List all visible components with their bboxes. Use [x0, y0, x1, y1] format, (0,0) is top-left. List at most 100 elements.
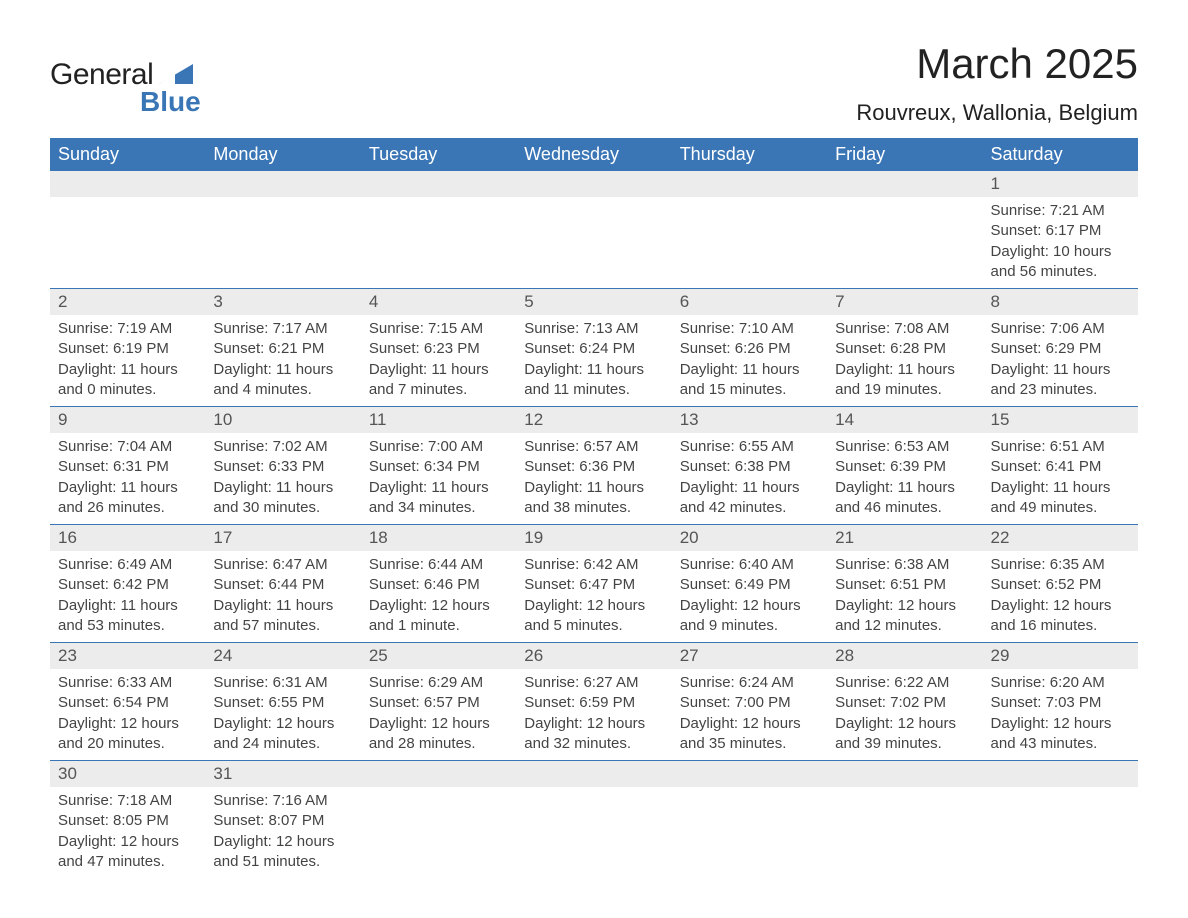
day-detail-cell: [983, 787, 1138, 878]
day-detail-cell: [827, 197, 982, 289]
day-detail-row: Sunrise: 7:21 AMSunset: 6:17 PMDaylight:…: [50, 197, 1138, 289]
sunrise-text: Sunrise: 6:49 AM: [58, 555, 197, 575]
sunrise-text: Sunrise: 6:33 AM: [58, 673, 197, 693]
day-detail-cell: Sunrise: 6:22 AMSunset: 7:02 PMDaylight:…: [827, 669, 982, 761]
day-number-row: 16171819202122: [50, 525, 1138, 552]
day-number-cell: 28: [827, 643, 982, 670]
sunrise-text: Sunrise: 6:51 AM: [991, 437, 1130, 457]
day-detail-cell: [827, 787, 982, 878]
sunset-text: Sunset: 6:54 PM: [58, 693, 197, 713]
day-detail-cell: Sunrise: 6:40 AMSunset: 6:49 PMDaylight:…: [672, 551, 827, 643]
daylight-text-1: Daylight: 12 hours: [680, 596, 819, 616]
daylight-text-2: and 28 minutes.: [369, 734, 508, 754]
day-detail-cell: Sunrise: 6:55 AMSunset: 6:38 PMDaylight:…: [672, 433, 827, 525]
day-number-cell: 25: [361, 643, 516, 670]
sunset-text: Sunset: 7:03 PM: [991, 693, 1130, 713]
day-number-cell: 7: [827, 289, 982, 316]
daylight-text-2: and 26 minutes.: [58, 498, 197, 518]
day-detail-cell: [361, 787, 516, 878]
sunset-text: Sunset: 7:02 PM: [835, 693, 974, 713]
day-detail-cell: [361, 197, 516, 289]
sunset-text: Sunset: 6:42 PM: [58, 575, 197, 595]
sunset-text: Sunset: 6:59 PM: [524, 693, 663, 713]
brand-logo: General Blue: [50, 58, 201, 118]
sunset-text: Sunset: 6:17 PM: [991, 221, 1130, 241]
day-number-cell: 31: [205, 761, 360, 788]
daylight-text-2: and 23 minutes.: [991, 380, 1130, 400]
day-detail-cell: [672, 197, 827, 289]
day-number-cell: [205, 171, 360, 197]
location-subtitle: Rouvreux, Wallonia, Belgium: [856, 100, 1138, 126]
weekday-header: Friday: [827, 138, 982, 171]
daylight-text-2: and 51 minutes.: [213, 852, 352, 872]
daylight-text-2: and 16 minutes.: [991, 616, 1130, 636]
day-number-cell: 18: [361, 525, 516, 552]
daylight-text-1: Daylight: 12 hours: [369, 714, 508, 734]
day-detail-cell: Sunrise: 6:31 AMSunset: 6:55 PMDaylight:…: [205, 669, 360, 761]
day-detail-cell: Sunrise: 6:57 AMSunset: 6:36 PMDaylight:…: [516, 433, 671, 525]
day-detail-row: Sunrise: 6:49 AMSunset: 6:42 PM Daylight:…: [50, 551, 1138, 643]
day-detail-cell: Sunrise: 7:04 AMSunset: 6:31 PMDaylight:…: [50, 433, 205, 525]
sunrise-text: Sunrise: 6:40 AM: [680, 555, 819, 575]
day-number-cell: [361, 761, 516, 788]
day-detail-cell: Sunrise: 7:02 AMSunset: 6:33 PMDaylight:…: [205, 433, 360, 525]
sunrise-text: Sunrise: 6:35 AM: [991, 555, 1130, 575]
daylight-text-2: and 35 minutes.: [680, 734, 819, 754]
sunset-text: Sunset: 8:05 PM: [58, 811, 197, 831]
day-detail-cell: [50, 197, 205, 289]
day-number-row: 1: [50, 171, 1138, 197]
daylight-text-1: Daylight: 12 hours: [369, 596, 508, 616]
sunset-text: Sunset: 6:51 PM: [835, 575, 974, 595]
calendar-table: SundayMondayTuesdayWednesdayThursdayFrid…: [50, 138, 1138, 878]
sunset-text: Sunset: 6:26 PM: [680, 339, 819, 359]
day-number-row: 23242526272829: [50, 643, 1138, 670]
day-number-cell: 29: [983, 643, 1138, 670]
day-number-cell: 9: [50, 407, 205, 434]
sunrise-text: Sunrise: 6:55 AM: [680, 437, 819, 457]
day-number-cell: 14: [827, 407, 982, 434]
weekday-header: Wednesday: [516, 138, 671, 171]
day-detail-cell: Sunrise: 7:18 AMSunset: 8:05 PMDaylight:…: [50, 787, 205, 878]
day-detail-row: Sunrise: 7:19 AMSunset: 6:19 PMDaylight:…: [50, 315, 1138, 407]
day-number-cell: [827, 761, 982, 788]
day-number-cell: 12: [516, 407, 671, 434]
daylight-text-2: and 19 minutes.: [835, 380, 974, 400]
sunrise-text: Sunrise: 6:20 AM: [991, 673, 1130, 693]
day-number-cell: 13: [672, 407, 827, 434]
day-detail-cell: Sunrise: 7:10 AMSunset: 6:26 PMDaylight:…: [672, 315, 827, 407]
sunrise-text: Sunrise: 6:22 AM: [835, 673, 974, 693]
title-block: March 2025 Rouvreux, Wallonia, Belgium: [856, 40, 1138, 126]
weekday-header: Saturday: [983, 138, 1138, 171]
day-number-cell: 24: [205, 643, 360, 670]
sunset-text: Sunset: 6:44 PM: [213, 575, 352, 595]
sunset-text: Sunset: 6:23 PM: [369, 339, 508, 359]
brand-word2: Blue: [140, 86, 201, 118]
day-detail-cell: Sunrise: 6:27 AMSunset: 6:59 PMDaylight:…: [516, 669, 671, 761]
daylight-text-2: and 43 minutes.: [991, 734, 1130, 754]
daylight-text-1: Daylight: 11 hours: [680, 360, 819, 380]
day-detail-cell: Sunrise: 7:17 AMSunset: 6:21 PMDaylight:…: [205, 315, 360, 407]
daylight-text-2: and 24 minutes.: [213, 734, 352, 754]
daylight-text-1: Daylight: 11 hours: [369, 360, 508, 380]
day-detail-cell: Sunrise: 7:00 AMSunset: 6:34 PMDaylight:…: [361, 433, 516, 525]
sunrise-text: Sunrise: 7:06 AM: [991, 319, 1130, 339]
header: General Blue March 2025 Rouvreux, Wallon…: [50, 40, 1138, 126]
daylight-text-1: Daylight: 12 hours: [991, 596, 1130, 616]
daylight-text-2: and 47 minutes.: [58, 852, 197, 872]
sunrise-text: Sunrise: 7:13 AM: [524, 319, 663, 339]
daylight-text-2: and 0 minutes.: [58, 380, 197, 400]
day-number-cell: 27: [672, 643, 827, 670]
day-number-cell: 5: [516, 289, 671, 316]
daylight-text-2: and 32 minutes.: [524, 734, 663, 754]
day-detail-cell: Sunrise: 6:24 AMSunset: 7:00 PMDaylight:…: [672, 669, 827, 761]
daylight-text-1: Daylight: 11 hours: [524, 360, 663, 380]
sunset-text: Sunset: 6:29 PM: [991, 339, 1130, 359]
daylight-text-2: and 1 minute.: [369, 616, 508, 636]
daylight-text-1: Daylight: 12 hours: [58, 714, 197, 734]
daylight-text-1: Daylight: 12 hours: [58, 832, 197, 852]
day-number-cell: 21: [827, 525, 982, 552]
weekday-header: Thursday: [672, 138, 827, 171]
sunset-text: Sunset: 6:46 PM: [369, 575, 508, 595]
daylight-text-2: and 4 minutes.: [213, 380, 352, 400]
daylight-text-2: and 42 minutes.: [680, 498, 819, 518]
